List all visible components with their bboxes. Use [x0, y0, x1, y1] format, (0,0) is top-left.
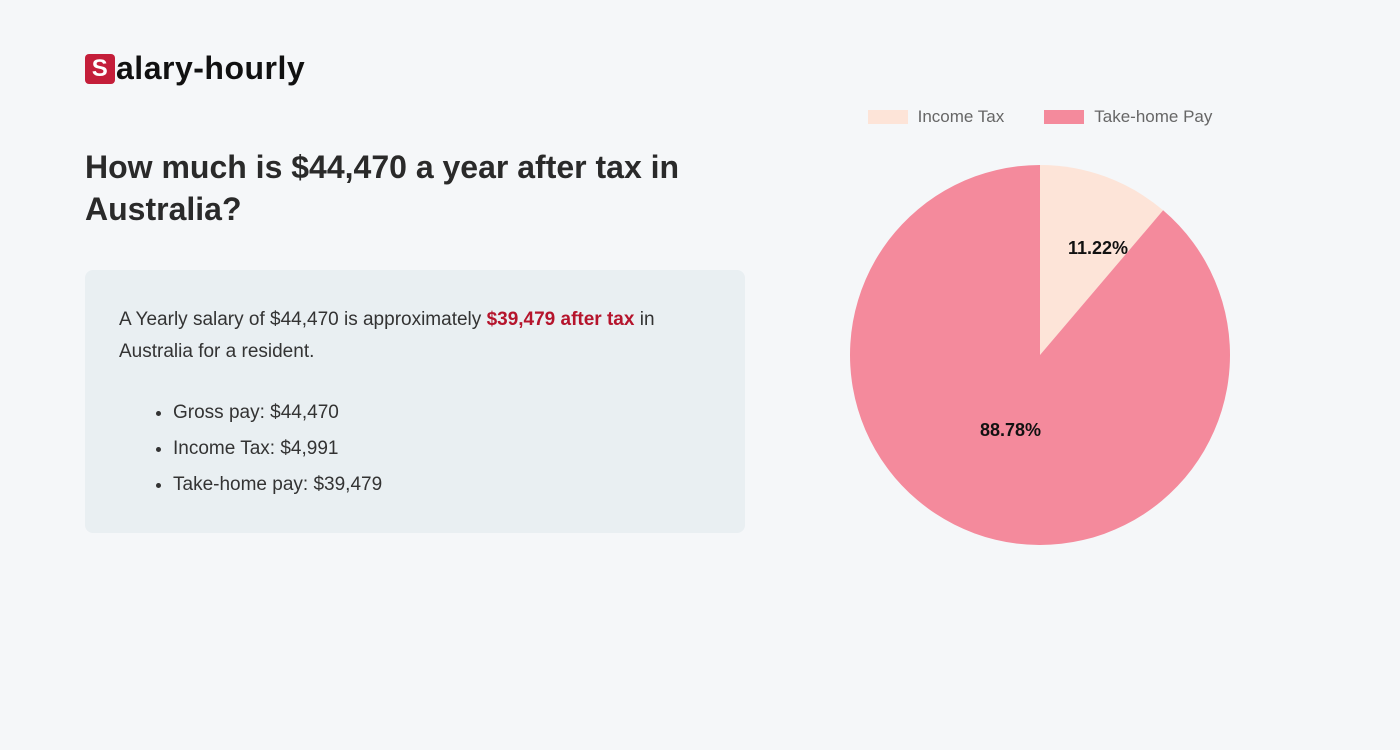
- chart-legend: Income Tax Take-home Pay: [868, 107, 1213, 127]
- breakdown-list: Gross pay: $44,470 Income Tax: $4,991 Ta…: [119, 395, 711, 503]
- legend-swatch: [868, 110, 908, 124]
- summary-prefix: A Yearly salary of $44,470 is approximat…: [119, 309, 487, 330]
- page-title: How much is $44,470 a year after tax in …: [85, 147, 745, 230]
- summary-box: A Yearly salary of $44,470 is approximat…: [85, 270, 745, 533]
- summary-text: A Yearly salary of $44,470 is approximat…: [119, 304, 711, 369]
- legend-item-take-home: Take-home Pay: [1044, 107, 1212, 127]
- legend-swatch: [1044, 110, 1084, 124]
- site-logo: Salary-hourly: [85, 50, 1315, 87]
- legend-label: Income Tax: [918, 107, 1005, 127]
- list-item: Take-home pay: $39,479: [173, 467, 711, 503]
- logo-badge: S: [85, 54, 115, 84]
- slice-label-take-home: 88.78%: [980, 420, 1041, 441]
- pie-chart: 11.22% 88.78%: [850, 145, 1230, 565]
- logo-text: alary-hourly: [116, 50, 305, 87]
- legend-item-income-tax: Income Tax: [868, 107, 1005, 127]
- list-item: Income Tax: $4,991: [173, 431, 711, 467]
- slice-label-income-tax: 11.22%: [1068, 238, 1128, 259]
- list-item: Gross pay: $44,470: [173, 395, 711, 431]
- summary-highlight: $39,479 after tax: [487, 309, 635, 330]
- legend-label: Take-home Pay: [1094, 107, 1212, 127]
